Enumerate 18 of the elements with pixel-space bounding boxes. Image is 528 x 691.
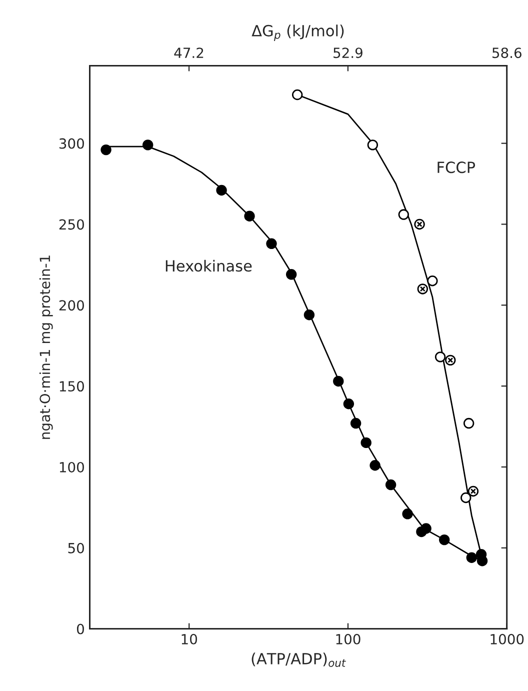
y-tick-label: 250 — [59, 219, 84, 230]
x2-tick-label: 58.6 — [492, 48, 522, 58]
text: FCCP — [438, 162, 476, 174]
x2-axis-title: ΔG$_{p}$ (kJ/mol) — [252, 24, 344, 41]
x-tick-label: 1000 — [490, 634, 524, 644]
x2-tick-label: 52.9 — [334, 48, 362, 58]
series-label: Hexokinase — [166, 260, 252, 272]
y-axis-title: ngat·O·min-1 mg protein-1 — [39, 256, 53, 439]
x2-tick-label: 47.2 — [174, 48, 204, 58]
y-tick-label: 300 — [59, 138, 84, 149]
y-tick-label: 100 — [60, 462, 84, 472]
y-tick-label: 150 — [60, 381, 84, 392]
x-tick-label: 100 — [336, 634, 360, 644]
y-tick-label: 0 — [76, 624, 84, 634]
x-tick-label: 10 — [182, 634, 198, 644]
y-tick-label: 200 — [59, 300, 84, 311]
y-tick-label: 50 — [68, 542, 84, 554]
x-axis-title: (ATP/ADP)$_{out}$ — [252, 652, 346, 667]
